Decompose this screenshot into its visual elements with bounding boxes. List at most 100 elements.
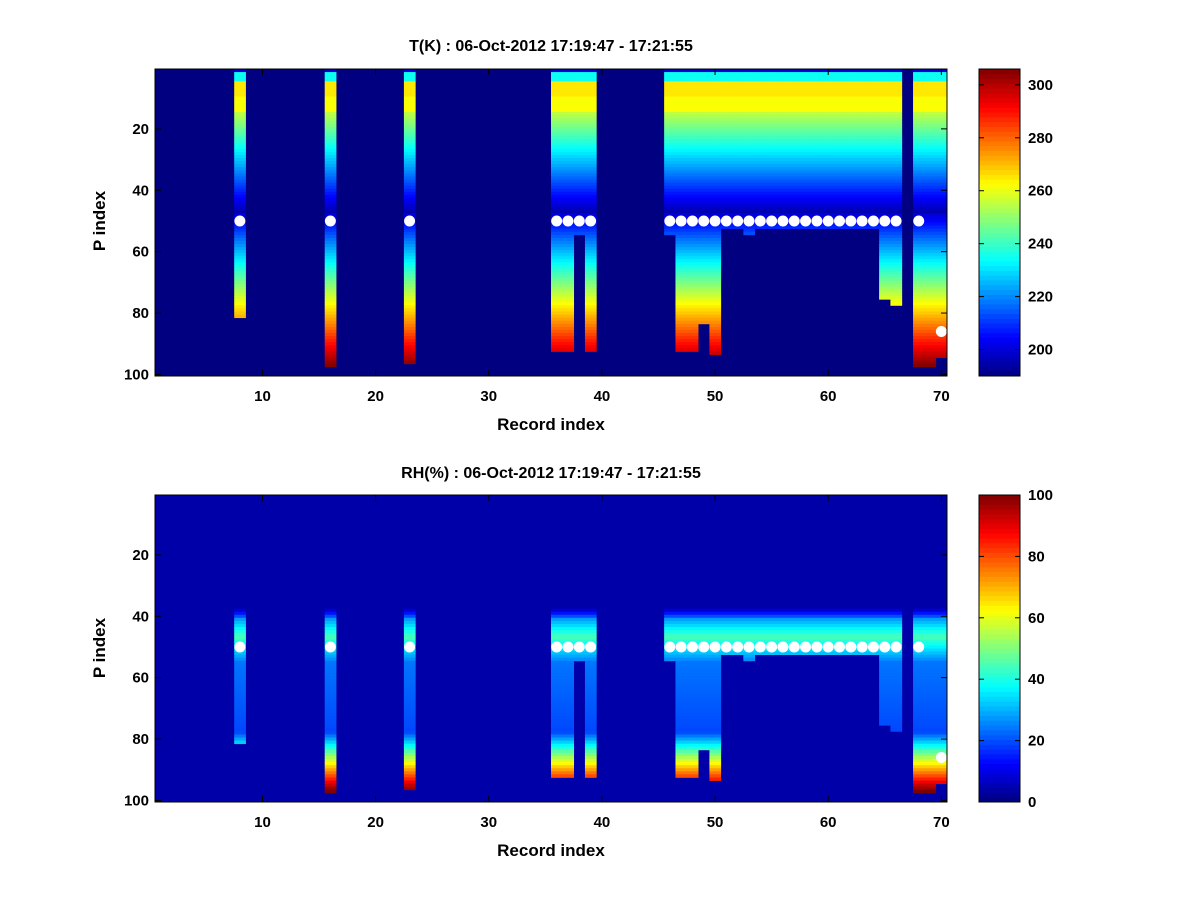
heatmap-cell	[777, 164, 789, 168]
heatmap-cell	[403, 207, 416, 211]
heatmap-cell	[924, 81, 937, 85]
x-tick-label: 10	[254, 388, 271, 405]
heatmap-cell	[675, 345, 688, 349]
heatmap-cell	[720, 81, 733, 85]
heatmap-cell	[913, 333, 925, 337]
heatmap-cell	[686, 231, 699, 236]
heatmap-cell	[709, 709, 722, 714]
marker-point	[404, 215, 416, 227]
heatmap-cell	[324, 709, 337, 714]
heatmap-cell	[720, 78, 733, 82]
heatmap-cell	[664, 194, 676, 199]
heatmap-cell	[573, 78, 586, 82]
heatmap-cell	[675, 669, 688, 674]
heatmap-cell	[709, 339, 722, 343]
heatmap-cell	[403, 654, 416, 659]
heatmap-cell	[403, 623, 416, 628]
heatmap-cell	[777, 139, 789, 144]
heatmap-cell	[811, 191, 823, 196]
heatmap-cell	[698, 154, 710, 159]
heatmap-cell	[584, 725, 597, 729]
heatmap-cell	[765, 90, 778, 94]
heatmap-cell	[924, 121, 937, 125]
heatmap-cell	[856, 633, 869, 637]
heatmap-cell	[562, 734, 575, 738]
heatmap-cell	[913, 663, 925, 668]
colorbar-step	[979, 337, 1020, 343]
heatmap-cell	[709, 722, 722, 726]
heatmap-cell	[324, 771, 337, 775]
heatmap-cell	[856, 105, 869, 110]
heatmap-cell	[935, 108, 948, 113]
heatmap-cell	[324, 320, 337, 325]
heatmap-cell	[324, 231, 337, 236]
colorbar-step	[979, 107, 1020, 113]
heatmap-cell	[551, 81, 563, 85]
heatmap-cell	[913, 719, 925, 723]
heatmap-cell	[924, 69, 937, 73]
heatmap-cell	[709, 225, 722, 230]
heatmap-cell	[562, 259, 575, 263]
heatmap-cell	[935, 225, 948, 230]
heatmap-cell	[562, 277, 575, 282]
heatmap-cell	[698, 111, 710, 116]
heatmap-column-51	[720, 69, 733, 230]
heatmap-cell	[788, 608, 801, 613]
heatmap-cell	[879, 694, 891, 699]
heatmap-cell	[867, 124, 880, 128]
heatmap-cell	[584, 213, 597, 217]
marker-point	[664, 641, 676, 653]
heatmap-cell	[754, 188, 767, 193]
heatmap-cell	[799, 630, 812, 634]
heatmap-cell	[403, 99, 416, 104]
heatmap-cell	[709, 158, 722, 162]
heatmap-cell	[709, 679, 722, 683]
heatmap-cell	[709, 176, 722, 180]
heatmap-column-39	[584, 69, 597, 352]
heatmap-cell	[743, 115, 756, 119]
heatmap-column-38	[573, 69, 586, 236]
heatmap-cell	[845, 164, 857, 168]
heatmap-cell	[562, 78, 575, 82]
heatmap-cell	[551, 130, 563, 134]
heatmap-cell	[403, 673, 416, 677]
heatmap-cell	[743, 158, 756, 162]
heatmap-cell	[551, 204, 563, 208]
marker-point	[867, 215, 879, 227]
heatmap-cell	[584, 740, 597, 745]
heatmap-cell	[799, 197, 812, 202]
heatmap-cell	[732, 170, 744, 174]
heatmap-cell	[822, 84, 835, 88]
heatmap-cell	[584, 225, 597, 230]
heatmap-cell	[743, 164, 756, 168]
heatmap-cell	[822, 111, 835, 116]
heatmap-cell	[675, 314, 688, 319]
heatmap-column-37	[562, 608, 575, 778]
colorbar-step	[979, 619, 1020, 625]
heatmap-cell	[584, 611, 597, 616]
heatmap-cell	[879, 691, 891, 695]
heatmap-cell	[664, 176, 676, 180]
heatmap-cell	[551, 623, 563, 628]
heatmap-cell	[551, 213, 563, 217]
heatmap-cell	[686, 102, 699, 107]
heatmap-cell	[913, 115, 925, 119]
heatmap-cell	[720, 164, 733, 168]
heatmap-cell	[234, 179, 246, 183]
heatmap-cell	[924, 158, 937, 162]
heatmap-cell	[856, 185, 869, 190]
heatmap-cell	[584, 247, 597, 251]
heatmap-cell	[913, 139, 925, 144]
heatmap-cell	[686, 709, 699, 714]
heatmap-cell	[913, 161, 925, 165]
heatmap-cell	[777, 111, 789, 116]
heatmap-cell	[924, 755, 937, 760]
heatmap-cell	[924, 620, 937, 625]
heatmap-cell	[822, 148, 835, 153]
heatmap-cell	[675, 188, 688, 193]
heatmap-cell	[551, 336, 563, 340]
heatmap-column-50	[709, 608, 722, 781]
heatmap-cell	[867, 167, 880, 171]
heatmap-cell	[935, 158, 948, 162]
heatmap-cell	[234, 173, 246, 177]
